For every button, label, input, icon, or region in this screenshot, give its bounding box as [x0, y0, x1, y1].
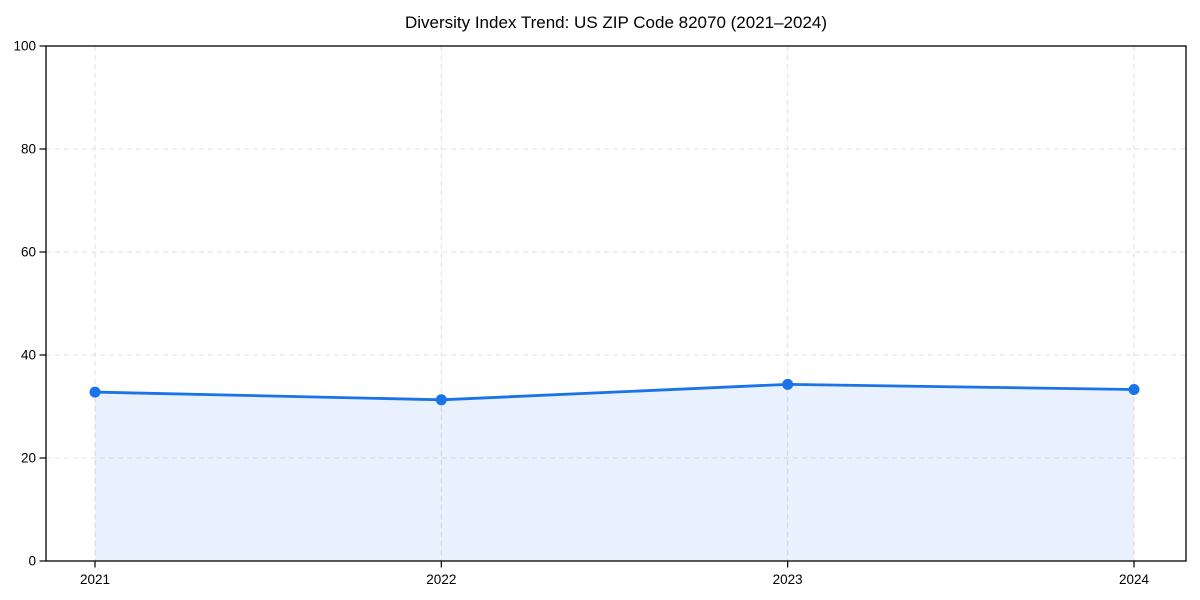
trend-line [93, 382, 1136, 402]
y-tick-label: 80 [21, 142, 36, 157]
x-tick-label: 2023 [773, 572, 803, 587]
plot-background [46, 46, 1186, 561]
y-tick-label: 20 [21, 451, 36, 466]
y-tick-label: 0 [28, 554, 36, 569]
data-point [89, 386, 101, 398]
y-tick-label: 100 [13, 39, 36, 54]
grid-layer [46, 46, 1186, 561]
chart-title: Diversity Index Trend: US ZIP Code 82070… [405, 13, 827, 32]
x-tick-label: 2022 [426, 572, 456, 587]
data-point [1128, 384, 1140, 396]
y-tick-label: 60 [21, 245, 36, 260]
x-tick-label: 2021 [80, 572, 110, 587]
data-point [435, 394, 447, 406]
x-tick-label: 2024 [1119, 572, 1150, 587]
plot-frame [45, 45, 1187, 562]
y-tick-label: 40 [21, 348, 36, 363]
data-point [782, 378, 794, 390]
series-layer [89, 378, 1140, 561]
axis-layer: 0 20 40 60 80 100 2021 2022 2023 2024 [13, 39, 1187, 587]
area-fill [95, 384, 1134, 561]
